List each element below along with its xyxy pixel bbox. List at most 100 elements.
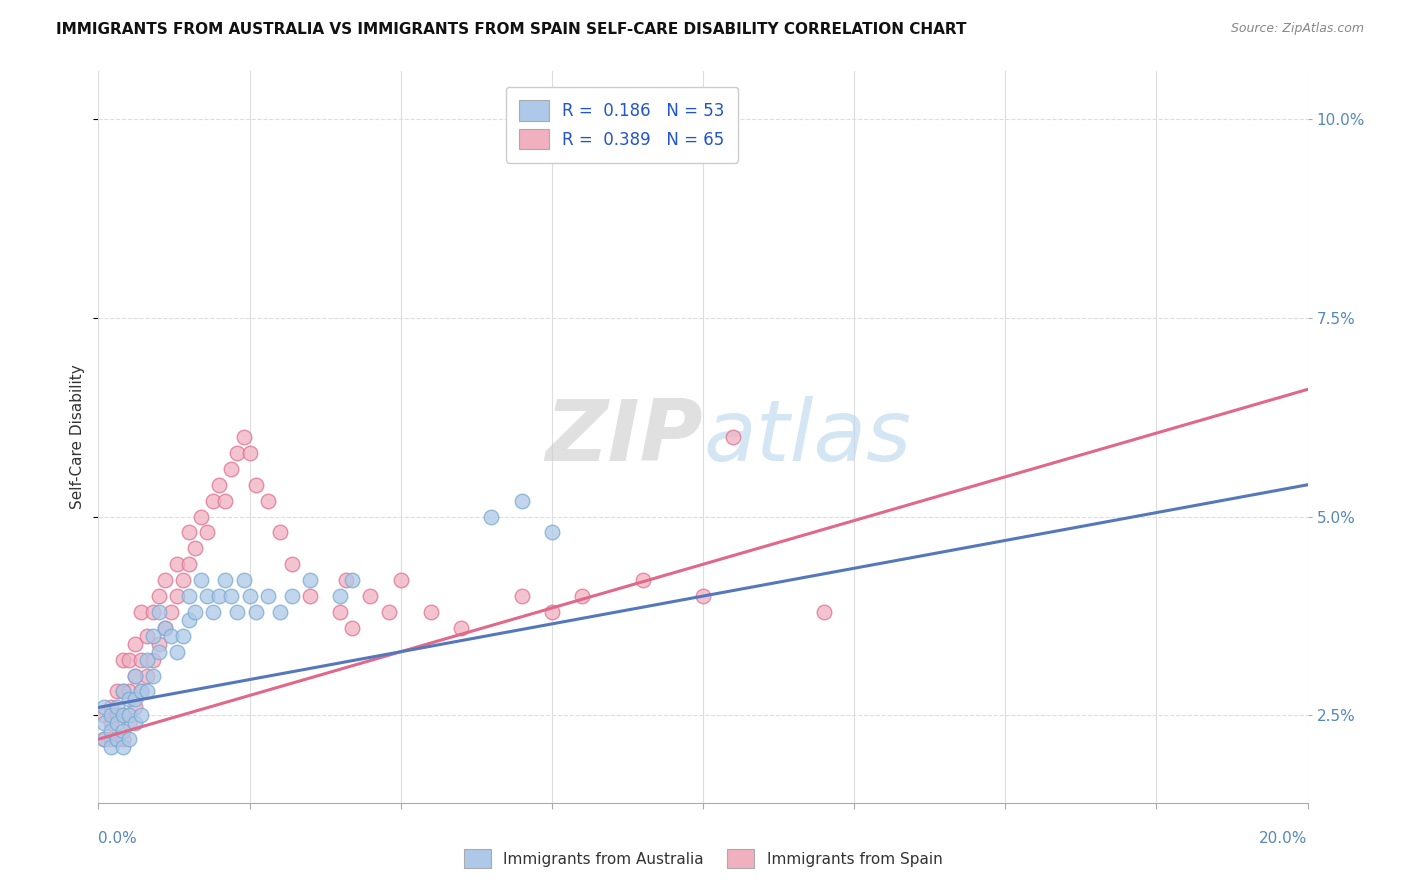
Point: [160, 605, 183, 619]
Point: [184, 541, 207, 556]
Point: [100, 716, 122, 731]
Text: ZIP: ZIP: [546, 395, 703, 479]
Point: [93, 732, 115, 747]
Point: [208, 477, 231, 491]
Point: [100, 708, 122, 723]
Point: [148, 645, 170, 659]
Point: [111, 653, 134, 667]
Point: [142, 668, 165, 682]
Point: [190, 573, 212, 587]
Point: [105, 708, 128, 723]
Point: [179, 613, 201, 627]
Point: [202, 493, 225, 508]
Point: [118, 732, 141, 747]
Point: [360, 589, 382, 603]
Point: [111, 724, 134, 739]
Point: [124, 668, 146, 682]
Point: [329, 589, 352, 603]
Point: [232, 573, 254, 587]
Y-axis label: Self-Care Disability: Self-Care Disability: [70, 365, 86, 509]
Point: [281, 589, 304, 603]
Point: [221, 462, 243, 476]
Point: [111, 684, 134, 698]
Point: [631, 573, 654, 587]
Point: [153, 621, 176, 635]
Point: [166, 558, 188, 572]
Point: [142, 629, 165, 643]
Point: [135, 668, 157, 682]
Point: [148, 589, 170, 603]
Point: [93, 700, 115, 714]
Point: [239, 589, 262, 603]
Legend: R =  0.186   N = 53, R =  0.389   N = 65: R = 0.186 N = 53, R = 0.389 N = 65: [506, 87, 738, 162]
Point: [329, 605, 352, 619]
Point: [153, 621, 176, 635]
Point: [202, 605, 225, 619]
Point: [135, 653, 157, 667]
Point: [540, 525, 562, 540]
Point: [111, 708, 134, 723]
Point: [124, 692, 146, 706]
Text: Source: ZipAtlas.com: Source: ZipAtlas.com: [1230, 22, 1364, 36]
Point: [420, 605, 443, 619]
Point: [269, 605, 291, 619]
Point: [813, 605, 835, 619]
Point: [239, 446, 262, 460]
Point: [118, 653, 141, 667]
Point: [111, 740, 134, 755]
Point: [256, 493, 278, 508]
Point: [111, 684, 134, 698]
Point: [256, 589, 278, 603]
Point: [93, 708, 115, 723]
Point: [124, 700, 146, 714]
Point: [450, 621, 472, 635]
Point: [100, 740, 122, 755]
Point: [172, 629, 194, 643]
Point: [208, 589, 231, 603]
Text: 0.0%: 0.0%: [98, 831, 138, 846]
Point: [105, 716, 128, 731]
Point: [179, 589, 201, 603]
Point: [232, 430, 254, 444]
Point: [142, 605, 165, 619]
Point: [100, 700, 122, 714]
Point: [118, 716, 141, 731]
Point: [100, 732, 122, 747]
Point: [124, 637, 146, 651]
Point: [118, 692, 141, 706]
Point: [135, 629, 157, 643]
Point: [245, 477, 267, 491]
Point: [299, 573, 322, 587]
Point: [100, 724, 122, 739]
Point: [342, 621, 364, 635]
Point: [172, 573, 194, 587]
Point: [184, 605, 207, 619]
Text: atlas: atlas: [703, 395, 911, 479]
Point: [299, 589, 322, 603]
Point: [723, 430, 745, 444]
Point: [129, 684, 152, 698]
Point: [160, 629, 183, 643]
Legend: Immigrants from Australia, Immigrants from Spain: Immigrants from Australia, Immigrants fr…: [456, 841, 950, 875]
Point: [105, 732, 128, 747]
Point: [377, 605, 399, 619]
Point: [93, 716, 115, 731]
Point: [124, 716, 146, 731]
Point: [510, 493, 533, 508]
Text: 20.0%: 20.0%: [1260, 831, 1308, 846]
Point: [166, 589, 188, 603]
Point: [142, 653, 165, 667]
Point: [118, 708, 141, 723]
Point: [111, 708, 134, 723]
Point: [129, 605, 152, 619]
Point: [111, 732, 134, 747]
Text: IMMIGRANTS FROM AUSTRALIA VS IMMIGRANTS FROM SPAIN SELF-CARE DISABILITY CORRELAT: IMMIGRANTS FROM AUSTRALIA VS IMMIGRANTS …: [56, 22, 967, 37]
Point: [93, 732, 115, 747]
Point: [245, 605, 267, 619]
Point: [129, 653, 152, 667]
Point: [226, 605, 249, 619]
Point: [105, 700, 128, 714]
Point: [269, 525, 291, 540]
Point: [281, 558, 304, 572]
Point: [190, 509, 212, 524]
